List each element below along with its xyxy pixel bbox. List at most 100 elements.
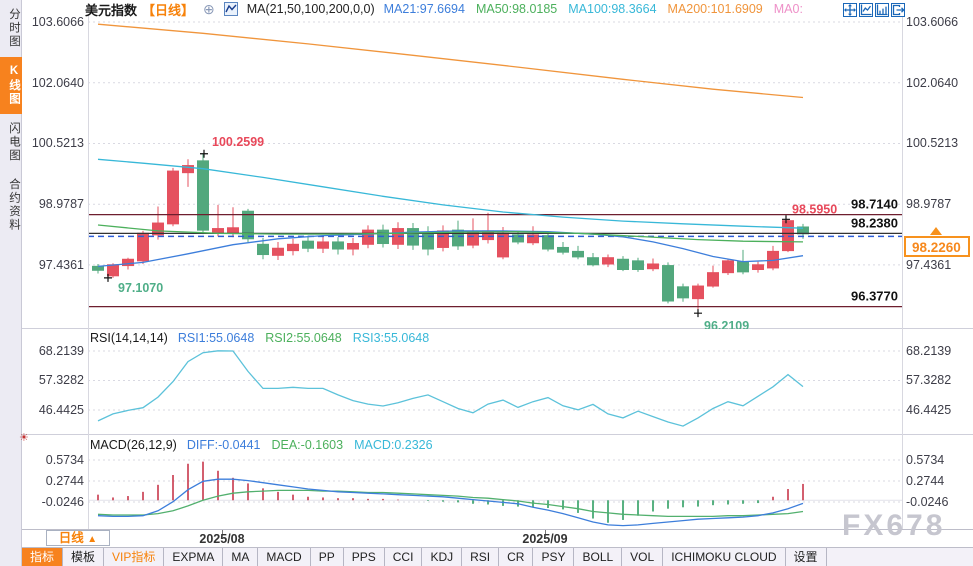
ma-settings-label: MA(21,50,100,200,0,0) <box>246 2 375 16</box>
macd-ytick-left-2: 0.2744 <box>45 473 84 488</box>
level-label-1: 98.7140 <box>851 197 898 212</box>
symbol-title: 美元指数 <box>85 2 138 18</box>
time-axis-row: 2025/08 2025/09 <box>22 529 973 548</box>
month-label-2: 2025/09 <box>522 532 568 546</box>
add-indicator-icon[interactable]: ⊕ <box>203 1 215 17</box>
macd-value-3: MACD:0.2326 <box>354 438 433 452</box>
tab-15[interactable]: VOL <box>622 548 664 566</box>
watermark: FX678 <box>842 509 946 542</box>
axes-chart-icon[interactable] <box>859 3 873 17</box>
ma-value-2: MA50:98.0185 <box>475 2 558 16</box>
rsi-legend: RSI1:55.0648 RSI2:55.0648 RSI3:55.0648 <box>178 331 429 345</box>
price-ytick-right-1: 103.6066 <box>906 15 959 29</box>
rsi-value-3: RSI3:55.0648 <box>352 331 430 345</box>
exit-right-icon[interactable] <box>891 3 905 17</box>
chart-toolbar <box>843 3 905 17</box>
rsi-header: RSI(14,14,14) RSI1:55.0648 RSI2:55.0648 RS… <box>90 331 429 345</box>
sidebar-item-3[interactable]: 闪电图 <box>8 121 20 163</box>
tab-5[interactable]: MA <box>223 548 259 566</box>
rsi-chart[interactable] <box>88 330 902 434</box>
ma21-line <box>97 230 804 268</box>
price-tag-arrow-icon <box>930 226 942 235</box>
price-chart[interactable]: 98.7140 98.2380 96.3770 100.2599 97.1070 96.2… <box>88 15 902 329</box>
sidebar-item-4[interactable]: 合约资料 <box>8 178 20 232</box>
header-ma-values: MA21:97.6694 MA50:98.0185 MA100:98.3664 MA2… <box>384 2 803 16</box>
month-tick-2 <box>545 530 546 534</box>
rsi-ytick-right-1: 68.2139 <box>906 344 952 358</box>
chart-style-icon[interactable] <box>223 2 238 16</box>
ma50-line <box>97 224 804 243</box>
ma100-line <box>97 158 804 229</box>
rsi-ytick-left-3: 46.4425 <box>38 402 84 417</box>
tab-7[interactable]: PP <box>311 548 344 566</box>
sun-icon[interactable]: ☀ <box>19 432 29 444</box>
move-icon[interactable] <box>843 3 857 17</box>
rsi-ytick-left-1: 68.2139 <box>38 344 84 358</box>
chevron-up-icon: ▲ <box>87 534 98 545</box>
tab-1[interactable]: 指标 <box>22 548 64 566</box>
tab-9[interactable]: CCI <box>385 548 423 566</box>
price-ytick-right-3: 100.5213 <box>906 136 959 151</box>
sidebar-item-2[interactable]: K线图 <box>0 56 22 114</box>
price-ytick-left-1: 103.6066 <box>31 15 84 29</box>
price-annotation-2: 97.1070 <box>118 281 163 295</box>
rsi-value-1: RSI1:55.0648 <box>177 331 255 345</box>
rsi-name: RSI(14,14,14) <box>90 331 168 345</box>
plot-left-border <box>88 15 89 529</box>
month-tick-1 <box>222 530 223 534</box>
current-price-tag: 98.2260 <box>904 235 970 257</box>
tab-10[interactable]: KDJ <box>422 548 463 566</box>
sidebar-item-1[interactable]: 分时图 <box>8 8 20 49</box>
macd-ytick-right-3: -0.0246 <box>906 494 949 509</box>
price-ytick-right-5: 97.4361 <box>906 257 952 272</box>
axes-bars-icon[interactable] <box>875 3 889 17</box>
price-annotation-3: 96.2109 <box>704 319 749 329</box>
macd-ytick-left-1: 0.5734 <box>45 453 84 467</box>
indicator-tab-bar: 指标 模板 VIP指标 EXPMA MA MACD PP PPS CCI KDJ RSI CR PSY B… <box>22 548 973 566</box>
ma-value-4: MA200:101.6909 <box>667 2 763 16</box>
period-button-label: 日线 <box>58 531 84 545</box>
tab-14[interactable]: BOLL <box>574 548 623 566</box>
tab-6[interactable]: MACD <box>258 548 311 566</box>
tab-8[interactable]: PPS <box>344 548 385 566</box>
macd-name: MACD(26,12,9) <box>90 438 177 452</box>
ma-value-3: MA100:98.3664 <box>568 2 657 16</box>
macd-ytick-right-2: 0.2744 <box>906 473 945 488</box>
tab-4[interactable]: EXPMA <box>164 548 224 566</box>
tab-11[interactable]: RSI <box>462 548 500 566</box>
macd-value-1: DIFF:-0.0441 <box>186 438 261 452</box>
price-ytick-left-2: 102.0640 <box>31 75 84 90</box>
chart-type-sidebar: 分时图 K线图闪电图合约资料 <box>0 0 22 566</box>
price-annotation-1: 100.2599 <box>212 135 264 149</box>
price-ytick-left-3: 100.5213 <box>31 136 84 151</box>
ma200-line <box>97 23 804 99</box>
price-ytick-left-4: 98.9787 <box>38 197 84 212</box>
macd-legend: DIFF:-0.0441 DEA:-0.1603 MACD:0.2326 <box>187 438 433 452</box>
panel-separator-1 <box>22 328 973 329</box>
price-ytick-right-4: 98.9787 <box>906 197 952 212</box>
tab-12[interactable]: CR <box>499 548 534 566</box>
panel-separator-2 <box>22 434 973 435</box>
macd-header: MACD(26,12,9) DIFF:-0.0441 DEA:-0.1603 MAC… <box>90 438 433 452</box>
tab-3[interactable]: VIP指标 <box>104 548 165 566</box>
level-label-2: 98.2380 <box>851 215 898 230</box>
ma-value-5: MA0: <box>773 2 803 16</box>
macd-chart[interactable] <box>88 437 902 529</box>
rsi-ytick-left-2: 57.3282 <box>38 373 84 388</box>
macd-value-2: DEA:-0.1603 <box>271 438 344 452</box>
level-label-4: 96.3770 <box>851 289 898 304</box>
chart-header: 美元指数 【日线】 ⊕ MA(21,50,100,200,0,0) MA21:9… <box>85 1 803 18</box>
rsi-value-2: RSI2:55.0648 <box>265 331 342 345</box>
tab-17[interactable]: 设置 <box>786 548 827 566</box>
rsi-ytick-right-3: 46.4425 <box>906 402 952 417</box>
tab-13[interactable]: PSY <box>533 548 575 566</box>
period-label: 【日线】 <box>142 2 195 18</box>
tab-16[interactable]: ICHIMOKU CLOUD <box>663 548 786 566</box>
plot-right-border <box>902 15 903 529</box>
month-label-1: 2025/08 <box>199 532 245 546</box>
tab-2[interactable]: 模板 <box>63 548 105 566</box>
rsi-ytick-right-2: 57.3282 <box>906 373 952 388</box>
price-ytick-left-5: 97.4361 <box>38 257 84 272</box>
period-selector-button[interactable]: 日线 ▲ <box>46 530 110 546</box>
